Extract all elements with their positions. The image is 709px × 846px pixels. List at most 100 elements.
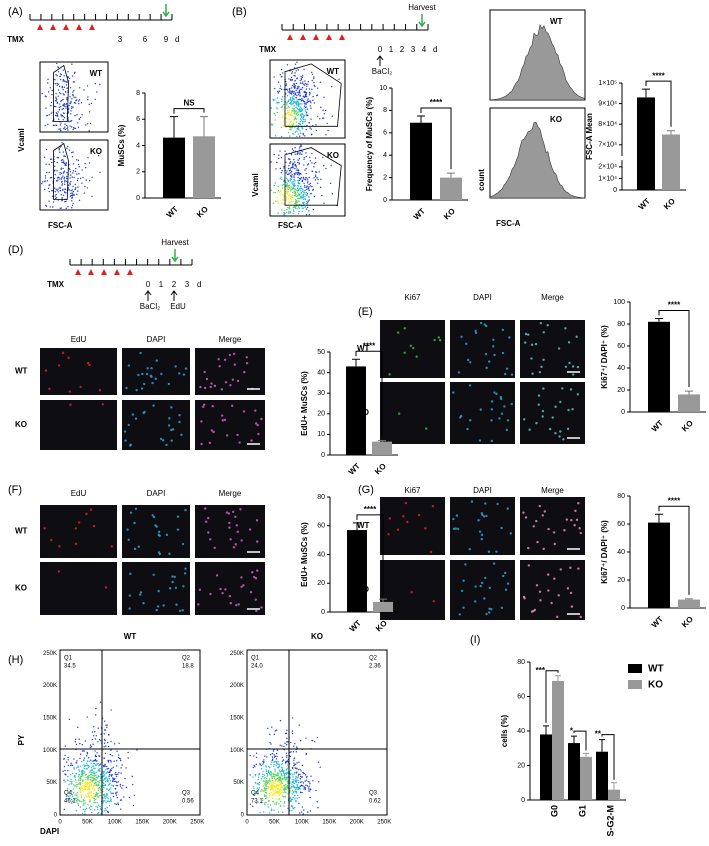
flow-event [301,120,304,123]
timeline-day: 4 [422,45,427,54]
flow-event [70,100,72,103]
flow-event [71,98,73,100]
cc-event [90,791,93,793]
nucleus [488,607,491,610]
cc-event [103,774,106,776]
flow-event [303,96,306,99]
nucleus [165,533,169,537]
cc-event [275,786,278,788]
significance-label: *** [536,666,546,675]
cc-event [115,784,117,787]
cc-event [83,803,85,805]
flow-gate [284,147,342,206]
nucleus [74,542,78,546]
cc-event [272,775,275,778]
flow-event [44,180,46,182]
flow-event [304,186,306,188]
flow-event [307,98,309,100]
y-tick-label: 40 [617,365,625,372]
flow-event [294,92,297,94]
cc-event [90,767,93,769]
flow-event [77,122,79,124]
flow-event [285,199,287,202]
cc-event [74,738,77,741]
significance-label: **** [668,301,681,310]
cc-event [291,717,294,719]
cc-event [78,769,80,771]
cc-event [276,762,278,765]
flow-event [301,179,304,182]
nucleus [234,515,237,519]
nucleus [229,601,232,605]
flow-event [295,101,297,104]
cc-event [252,785,255,788]
flow-event [305,202,308,205]
nucleus [576,393,580,396]
flow-event [296,168,298,170]
flow-event [71,63,73,65]
harvest-arrow [162,4,170,18]
nucleus [204,520,208,523]
cc-event [277,763,279,765]
flow-event [59,178,61,180]
nucleus [496,502,499,506]
flow-event [84,162,86,165]
flow-event [67,71,69,73]
cc-event [267,770,269,772]
nucleus [207,531,210,534]
bar [678,599,700,608]
flow-event [304,80,306,82]
x-tick-label: G1 [577,805,587,817]
flow-event [305,95,308,98]
nucleus [459,416,462,419]
cc-event [71,772,74,775]
nucleus [127,538,130,541]
flow-event [286,208,288,211]
cc-event [89,746,91,748]
nucleus [524,332,528,336]
cc-event [289,751,291,754]
flow-event [301,99,303,101]
significance-bracket [658,505,690,595]
flow-event [285,113,287,116]
nucleus [77,521,81,524]
flow-event [67,76,69,79]
nucleus [254,409,257,412]
cc-event [291,732,294,735]
cc-event [109,753,112,756]
flow-x-label: FSC-A [278,221,303,230]
cc-event [96,760,98,762]
flow-event [281,178,283,181]
cc-event [67,759,69,761]
cc-event [105,809,108,811]
x-tick-label: WT [650,614,665,629]
flow-event [274,191,277,194]
cc-event [270,764,272,766]
cc-event [110,787,112,789]
flow-event [58,148,60,150]
cc-event [89,798,91,801]
nucleus [156,605,160,608]
cc-event [102,802,104,804]
cc-event [106,779,108,782]
cc-event [106,726,108,728]
flow-event [289,120,291,123]
micrograph [122,505,190,558]
flow-event [296,94,298,97]
flow-event [299,178,302,180]
cc-event [97,789,100,791]
cc-event [83,772,85,775]
harvest-arrow [418,14,426,28]
cc-event [98,781,101,784]
flow-event [298,98,300,101]
nucleus [493,391,496,394]
cc-event [119,759,122,762]
cc-event [99,778,102,780]
cc-event [297,768,299,771]
cc-event [84,740,87,742]
cc-event [104,752,107,755]
nucleus [570,605,574,608]
cc-event [100,733,102,735]
cc-event [82,764,84,766]
cc-event [87,779,89,782]
